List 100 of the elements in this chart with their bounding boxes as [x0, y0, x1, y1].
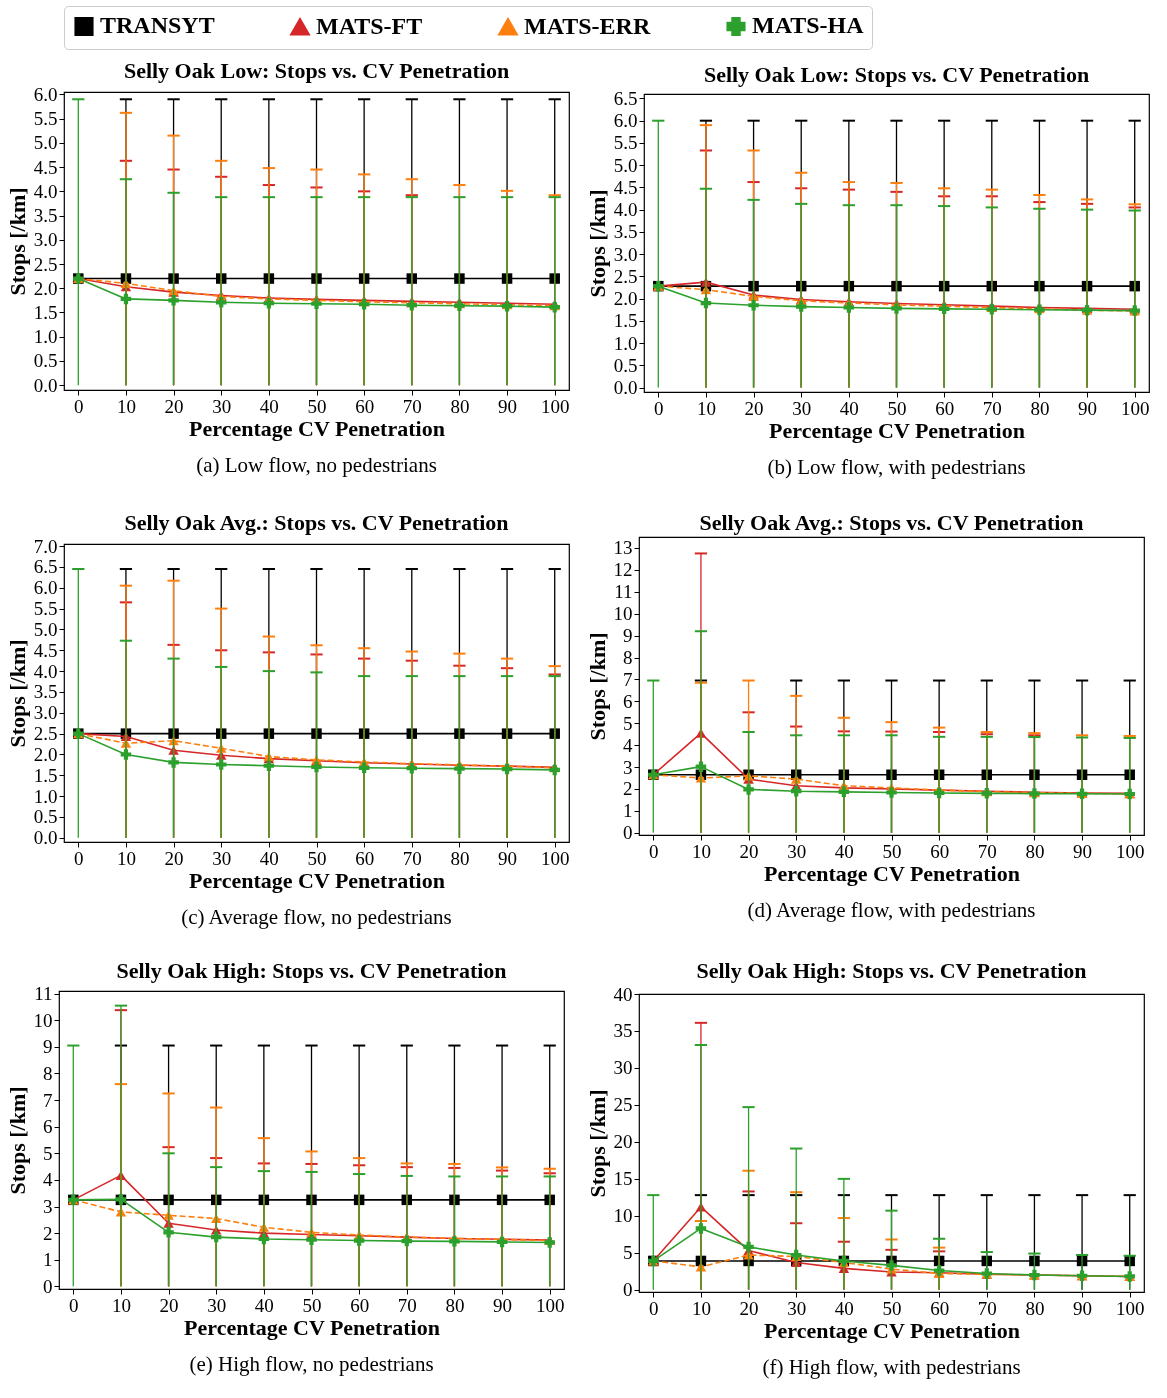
y-tick-label: 3	[43, 1196, 53, 1218]
y-tick-label: 0	[623, 1279, 633, 1301]
y-axis-title: Stops [/km]	[584, 632, 610, 741]
x-tick-label: 40	[254, 1294, 274, 1316]
y-tick-label: 10	[613, 1205, 633, 1227]
y-tick-label: 4	[43, 1169, 53, 1191]
y-tick-label: 5.5	[33, 598, 58, 620]
y-tick-label: 9	[623, 625, 633, 647]
text: (b) Low flow, with pedestrians	[767, 455, 1026, 479]
text: (c) Average flow, no pedestrians	[181, 905, 452, 929]
y-tick-label: 0.0	[33, 374, 58, 396]
x-tick-label: 70	[397, 1294, 417, 1316]
y-tick-label: 2.0	[613, 288, 638, 310]
y-tick-label: 6.5	[33, 556, 58, 578]
x-tick-label: 60	[350, 1294, 370, 1316]
x-tick-label: 70	[977, 1297, 997, 1319]
y-tick-label: 13	[613, 537, 633, 559]
x-tick-label: 40	[839, 397, 859, 419]
x-tick-label: 100	[1115, 1297, 1145, 1319]
x-tick-label: 80	[445, 1294, 465, 1316]
y-tick-label: 2.0	[33, 743, 58, 765]
x-tick-label: 0	[69, 1294, 79, 1316]
y-tick-label: 5	[623, 1242, 633, 1264]
x-tick-label: 10	[691, 1297, 711, 1319]
x-tick-label: 40	[834, 840, 854, 862]
y-tick-label: 5.0	[33, 132, 58, 154]
x-tick-label: 20	[164, 395, 184, 417]
y-tick-label: 5.0	[613, 154, 638, 176]
y-tick-label: 6.0	[613, 110, 638, 132]
y-tick-label: 0.5	[613, 354, 638, 376]
x-tick-label: 30	[792, 397, 812, 419]
x-tick-label: 70	[982, 397, 1002, 419]
y-tick-label: 8	[43, 1062, 53, 1084]
y-tick-label: 3.0	[33, 229, 58, 251]
x-tick-label: 50	[307, 847, 327, 869]
text: (e) High flow, no pedestrians	[189, 1352, 434, 1376]
x-tick-label: 90	[498, 395, 518, 417]
legend-label: MATS-ERR	[524, 13, 651, 40]
y-tick-label: 4.5	[613, 176, 638, 198]
x-tick-label: 10	[696, 397, 716, 419]
legend-label: TRANSYT	[100, 12, 215, 39]
x-tick-label: 0	[74, 847, 84, 869]
x-tick-label: 20	[744, 397, 764, 419]
y-tick-label: 0	[43, 1275, 53, 1297]
y-tick-label: 3	[623, 756, 633, 778]
chart-title: Selly Oak Low: Stops vs. CV Penetration	[123, 58, 510, 84]
y-axis-title: Stops [/km]	[584, 1089, 610, 1198]
x-tick-label: 30	[212, 395, 232, 417]
y-axis-title: Stops [/km]	[4, 639, 30, 748]
y-tick-label: 7.0	[33, 535, 58, 557]
y-tick-label: 2.5	[613, 265, 638, 287]
y-axis-title: Stops [/km]	[4, 187, 30, 296]
x-tick-label: 50	[887, 397, 907, 419]
x-tick-label: 30	[787, 1297, 807, 1319]
y-tick-label: 1.5	[613, 310, 638, 332]
x-tick-label: 50	[882, 840, 902, 862]
x-tick-label: 80	[450, 847, 470, 869]
y-tick-label: 4.5	[33, 639, 58, 661]
y-tick-label: 1	[623, 800, 633, 822]
x-tick-label: 90	[498, 847, 518, 869]
y-tick-label: 1.0	[33, 785, 58, 807]
x-tick-label: 70	[402, 395, 422, 417]
legend-label: MATS-FT	[316, 13, 423, 40]
y-tick-label: 2	[43, 1222, 53, 1244]
x-tick-label: 40	[259, 395, 279, 417]
x-axis-title: Percentage CV Penetration	[764, 860, 1020, 886]
y-tick-label: 4.0	[33, 180, 58, 202]
y-tick-label: 1.5	[33, 764, 58, 786]
x-tick-label: 80	[1025, 840, 1045, 862]
y-tick-label: 30	[613, 1057, 633, 1079]
y-tick-label: 4	[623, 734, 633, 756]
x-tick-label: 70	[977, 840, 997, 862]
y-tick-label: 5.0	[33, 618, 58, 640]
x-tick-label: 40	[834, 1297, 854, 1319]
x-tick-label: 60	[355, 395, 375, 417]
y-tick-label: 25	[613, 1094, 633, 1116]
x-tick-label: 90	[1078, 397, 1098, 419]
x-tick-label: 10	[111, 1294, 131, 1316]
y-tick-label: 0	[623, 822, 633, 844]
x-tick-label: 90	[1073, 1297, 1093, 1319]
x-axis-title: Percentage CV Penetration	[189, 867, 445, 893]
y-tick-label: 9	[43, 1036, 53, 1058]
x-tick-label: 30	[207, 1294, 227, 1316]
x-axis-title: Percentage CV Penetration	[189, 415, 445, 441]
y-tick-label: 6	[623, 690, 633, 712]
x-tick-label: 90	[1073, 840, 1093, 862]
x-axis-title: Percentage CV Penetration	[769, 417, 1025, 443]
x-tick-label: 0	[649, 840, 659, 862]
y-tick-label: 10	[33, 1009, 53, 1031]
y-tick-label: 12	[613, 559, 633, 581]
y-tick-label: 1.5	[33, 301, 58, 323]
y-tick-label: 0.5	[33, 350, 58, 372]
y-tick-label: 6.0	[33, 577, 58, 599]
y-tick-label: 0.5	[33, 806, 58, 828]
x-tick-label: 0	[74, 395, 84, 417]
x-tick-label: 100	[1115, 840, 1145, 862]
x-tick-label: 0	[654, 397, 664, 419]
x-tick-label: 70	[402, 847, 422, 869]
y-tick-label: 5	[43, 1142, 53, 1164]
y-tick-label: 20	[613, 1131, 633, 1153]
